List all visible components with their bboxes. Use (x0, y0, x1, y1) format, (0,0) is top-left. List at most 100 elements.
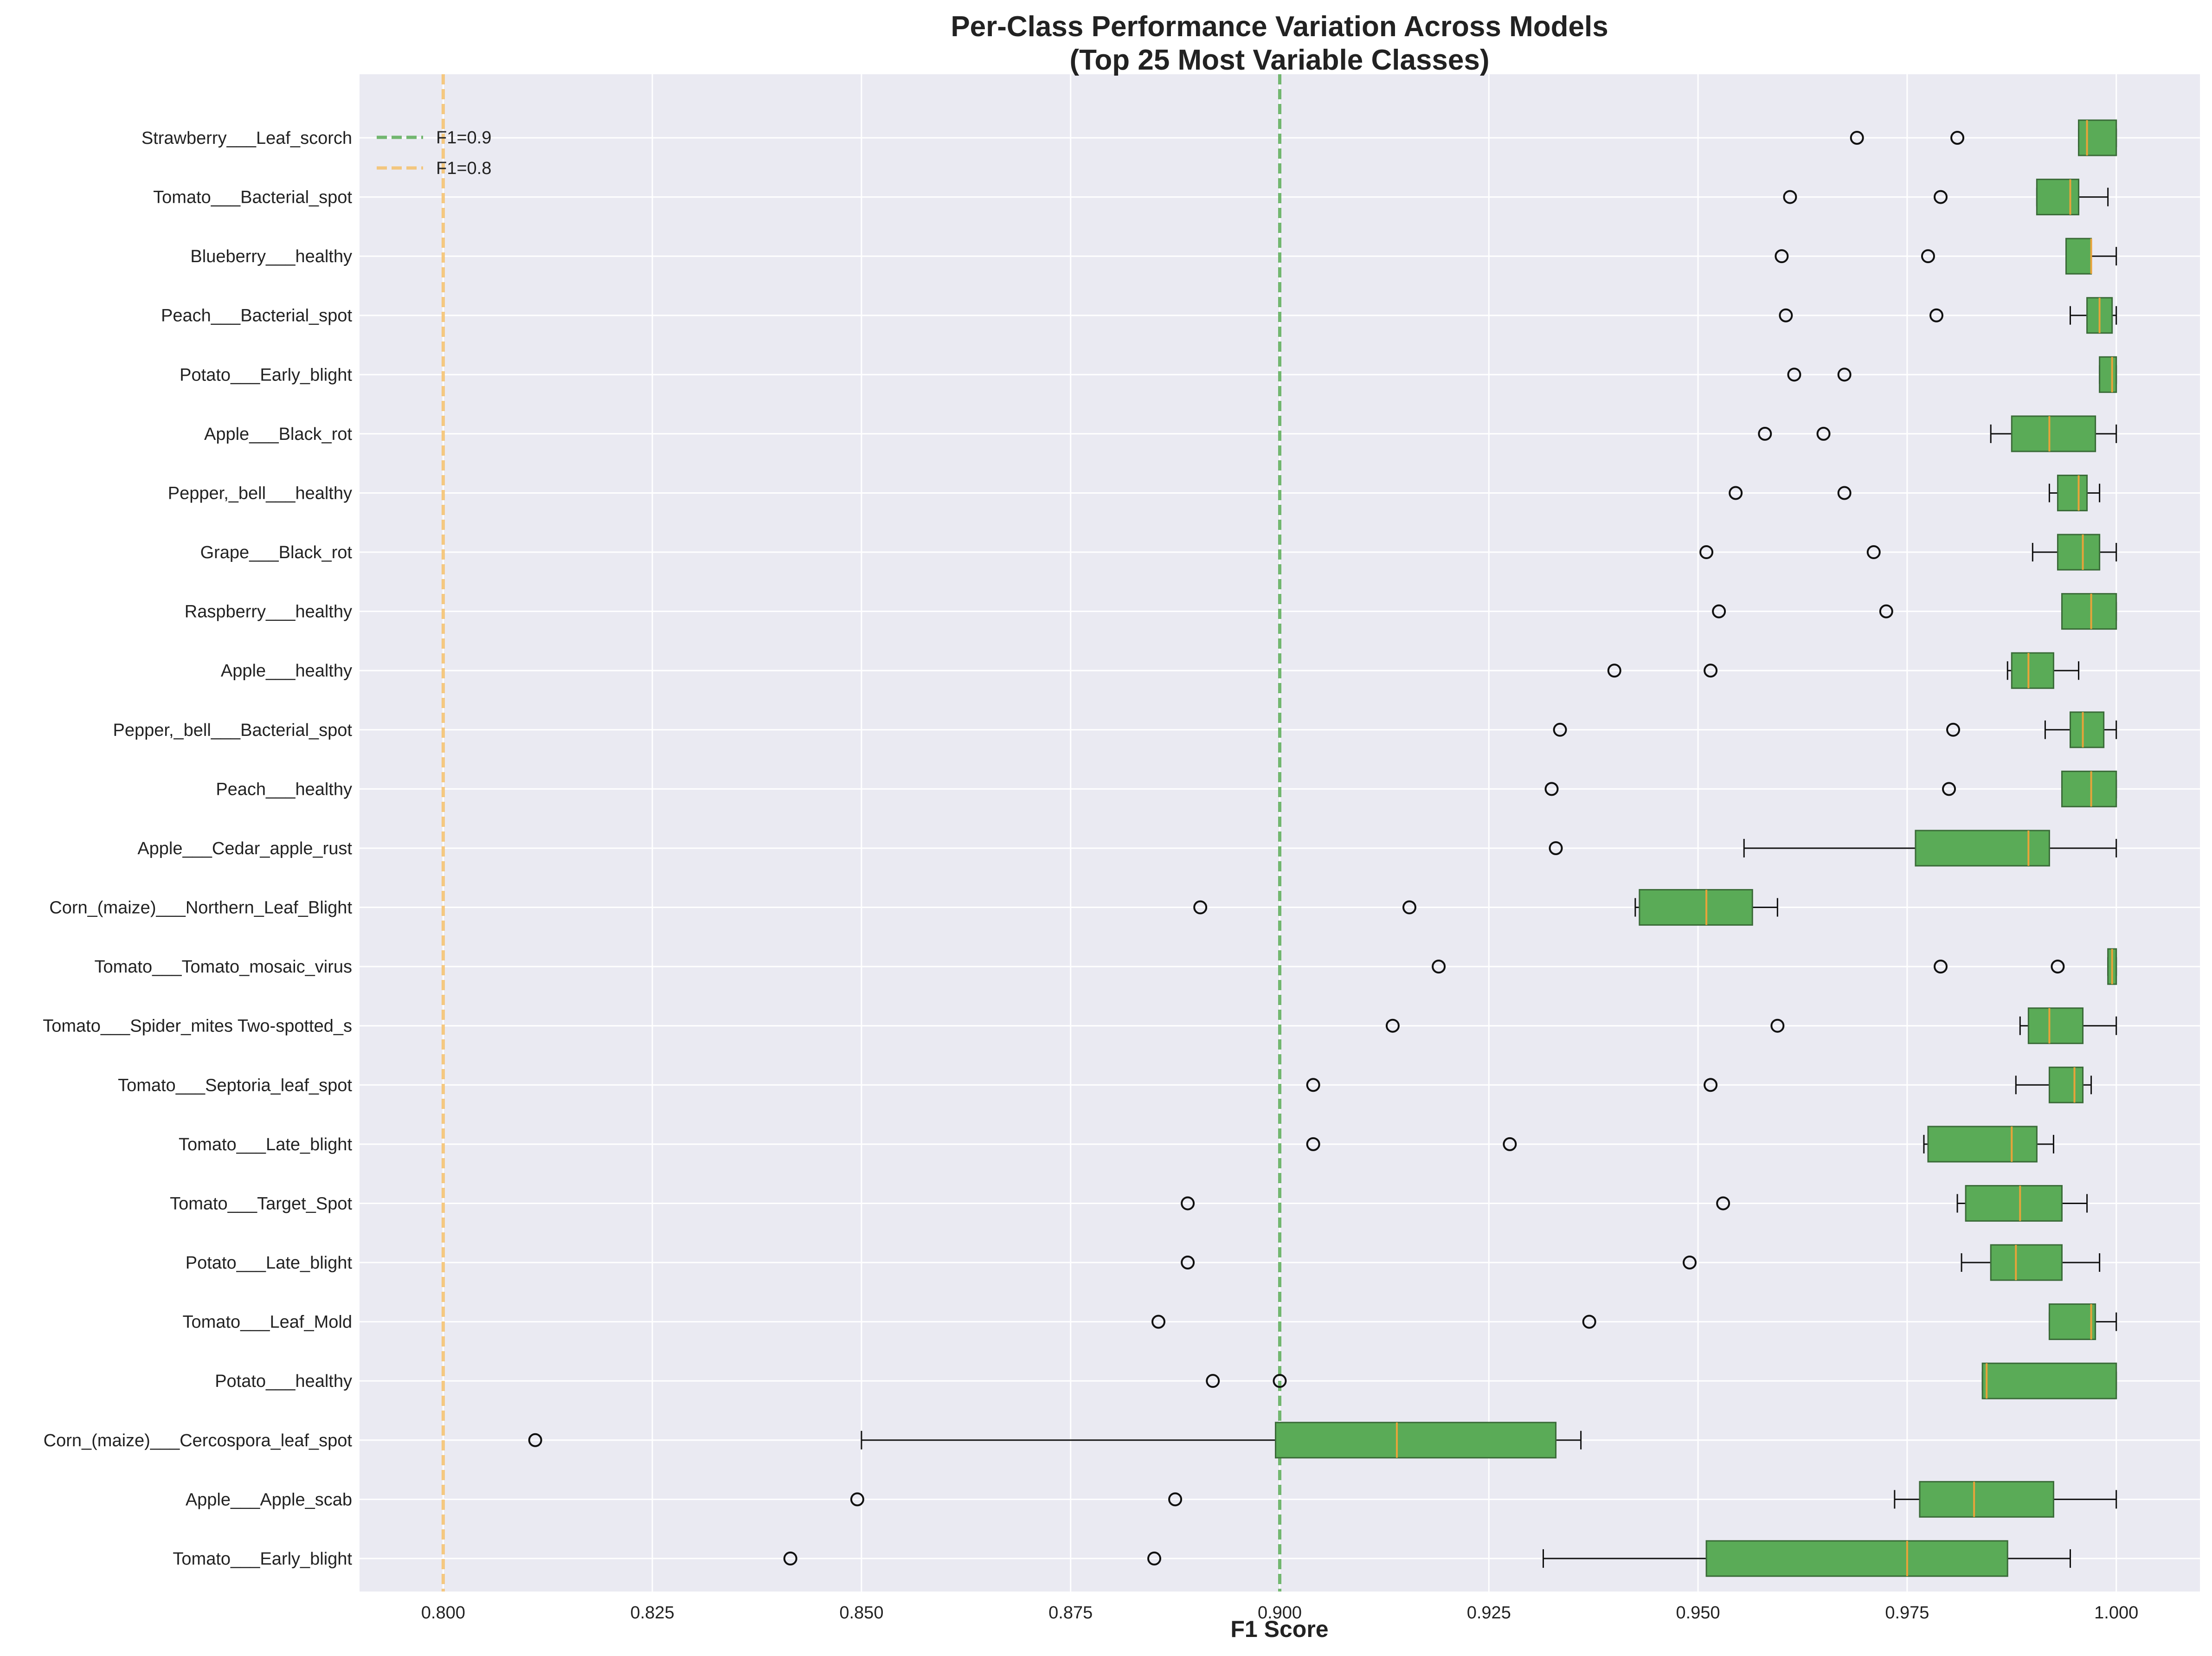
legend: F1=0.9 F1=0.8 (377, 128, 491, 178)
outlier-point (1758, 426, 1772, 441)
iqr-box (2036, 179, 2080, 216)
iqr-box (2061, 593, 2117, 630)
class-label: Tomato___Late_blight (179, 1135, 352, 1154)
class-label: Tomato___Leaf_Mold (183, 1313, 352, 1332)
outlier-point (1582, 1314, 1596, 1329)
outlier-point (1699, 545, 1714, 560)
x-axis-label: F1 Score (1230, 1616, 1328, 1642)
class-label: Tomato___Bacterial_spot (153, 188, 352, 207)
outlier-point (1850, 131, 1864, 145)
iqr-box (1965, 1185, 2063, 1222)
iqr-box (2061, 770, 2117, 807)
box-12 (1549, 830, 2117, 867)
outlier-point (1921, 249, 1935, 264)
outlier-point (1837, 367, 1852, 382)
x-tick-label: 0.950 (1676, 1603, 1720, 1623)
box-20 (1151, 1303, 2117, 1340)
class-label: Pepper,_bell___Bacterial_spot (113, 721, 353, 740)
outlier-point (528, 1433, 542, 1447)
outlier-point (1716, 1196, 1730, 1211)
class-label: Blueberry___healthy (190, 247, 352, 266)
box-0 (1850, 119, 2117, 156)
outlier-point (1385, 1018, 1400, 1033)
x-tick-label: 0.900 (1258, 1603, 1302, 1623)
outlier-point (1950, 131, 1965, 145)
outlier-point (1775, 249, 1789, 264)
outlier-point (1770, 1018, 1785, 1033)
class-label: Tomato___Spider_mites Two-spotted_s (43, 1017, 352, 1036)
iqr-box (2011, 652, 2054, 689)
class-label: Peach___healthy (216, 780, 352, 799)
iqr-box (2099, 356, 2117, 393)
box-8 (1712, 593, 2117, 630)
reference-lines (441, 74, 1281, 1592)
outlier-point (1783, 190, 1797, 204)
iqr-box (1981, 1362, 2117, 1399)
class-label: Apple___healthy (221, 661, 352, 681)
class-label: Tomato___Early_blight (173, 1549, 352, 1569)
iqr-box (2065, 238, 2092, 275)
class-label: Peach___Bacterial_spot (161, 306, 352, 326)
class-labels: Strawberry___Leaf_scorch Tomato___Bacteri… (43, 129, 352, 1569)
outlier-point (1151, 1314, 1166, 1329)
x-tick-label: 0.800 (421, 1603, 465, 1623)
iqr-box (2057, 474, 2088, 511)
outlier-point (1402, 900, 1416, 915)
box-17 (1306, 1126, 2054, 1163)
iqr-box (1915, 830, 2050, 867)
box-5 (1758, 415, 2117, 452)
class-label: Tomato___Target_Spot (170, 1194, 352, 1213)
box-16 (1306, 1066, 2092, 1103)
outlier-point (1193, 900, 1208, 915)
iqr-box (1274, 1422, 1557, 1459)
box-22 (528, 1422, 1582, 1459)
iqr-box (2057, 534, 2101, 571)
class-label: Corn_(maize)___Northern_Leaf_Blight (49, 898, 352, 918)
x-tick-label: 0.975 (1885, 1603, 1929, 1623)
x-tick-label: 0.875 (1048, 1603, 1093, 1623)
x-tick-label: 0.825 (630, 1603, 675, 1623)
outlier-point (1712, 604, 1726, 619)
outlier-point (1273, 1374, 1287, 1388)
box-24 (783, 1540, 2071, 1577)
class-label: Tomato___Tomato_mosaic_virus (95, 957, 353, 977)
box-21 (1206, 1362, 2117, 1399)
class-label: Pepper,_bell___healthy (168, 483, 352, 503)
outlier-point (1879, 604, 1893, 619)
outlier-point (1729, 486, 1743, 500)
outlier-point (1779, 308, 1793, 322)
box-14 (1432, 948, 2117, 985)
outlier-point (1816, 426, 1831, 441)
class-label: Apple___Apple_scab (186, 1490, 352, 1509)
outlier-point (1549, 841, 1563, 855)
class-label: Potato___healthy (215, 1372, 352, 1391)
box-18 (1181, 1185, 2088, 1222)
box-19 (1181, 1244, 2101, 1281)
boxes (528, 119, 2117, 1577)
outlier-point (1704, 1078, 1718, 1092)
outlier-point (850, 1492, 864, 1507)
outlier-point (1181, 1196, 1195, 1211)
outlier-point (2051, 960, 2065, 974)
outlier-point (1683, 1256, 1697, 1270)
box-15 (1385, 1007, 2117, 1044)
outlier-point (1544, 782, 1559, 796)
outlier-point (1946, 722, 1961, 737)
class-label: Raspberry___healthy (185, 602, 352, 622)
class-label: Tomato___Septoria_leaf_spot (118, 1076, 352, 1095)
x-tick-label: 0.925 (1467, 1603, 1511, 1623)
legend-label-f1-0.8: F1=0.8 (436, 159, 491, 178)
outlier-point (1147, 1551, 1162, 1566)
iqr-box (2011, 415, 2096, 452)
outlier-point (1787, 367, 1801, 382)
outlier-point (1934, 190, 1948, 204)
iqr-box (1705, 1540, 2008, 1577)
legend-label-f1-0.9: F1=0.9 (436, 128, 491, 148)
box-10 (1553, 711, 2117, 748)
outlier-point (1837, 486, 1852, 500)
chart-title-line-2: (Top 25 Most Variable Classes) (1069, 44, 1489, 76)
box-3 (1779, 297, 2117, 334)
iqr-box (1919, 1481, 2054, 1518)
outlier-point (1553, 722, 1567, 737)
